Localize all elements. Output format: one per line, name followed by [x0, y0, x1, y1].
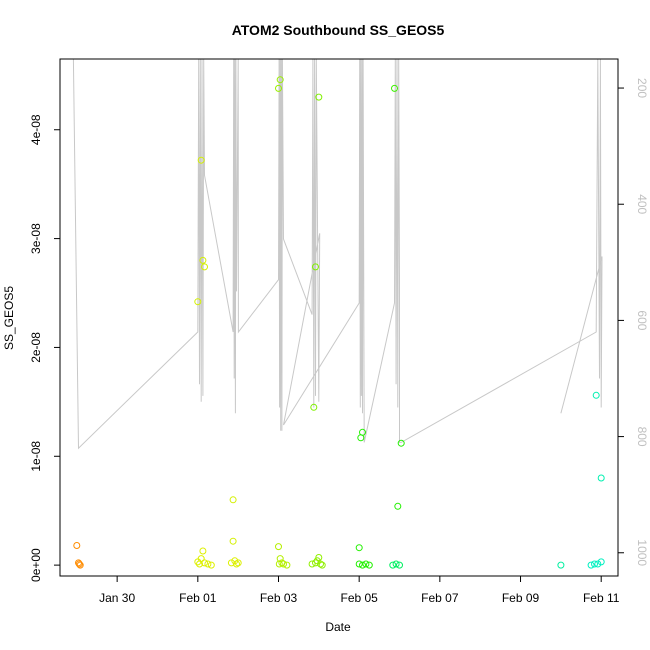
data-point — [201, 559, 208, 567]
data-point — [318, 561, 326, 569]
y-axis-left: 0e+00 1e-08 2e-08 3e-08 4e-08 — [29, 114, 60, 582]
data-point — [275, 543, 282, 551]
y-tick-label: 0e+00 — [29, 548, 43, 582]
data-point — [312, 559, 319, 567]
data-points-group — [73, 76, 605, 569]
data-point — [76, 561, 84, 569]
data-point — [204, 560, 212, 568]
plot-frame — [59, 58, 619, 577]
data-point — [355, 544, 363, 552]
data-point — [73, 542, 81, 549]
data-point — [283, 561, 291, 569]
data-point — [312, 263, 319, 271]
y-tick-label: 2e-08 — [29, 332, 43, 363]
data-point — [396, 561, 403, 569]
data-point — [397, 439, 405, 447]
x-axis-label: Date — [325, 620, 351, 634]
data-point — [389, 561, 397, 569]
data-point — [362, 560, 370, 568]
x-tick-label: Feb 01 — [179, 591, 217, 605]
data-point — [75, 560, 83, 568]
y2-tick-label: 200 — [635, 78, 649, 98]
data-point — [315, 93, 323, 101]
data-point — [392, 560, 400, 568]
y2-tick-label: 1000 — [635, 539, 649, 566]
data-point — [594, 560, 602, 568]
data-point — [394, 502, 402, 510]
data-point — [587, 561, 595, 569]
x-tick-label: Feb 11 — [583, 591, 620, 605]
y-axis-right: 200 400 600 800 1000 — [618, 78, 649, 566]
data-point — [591, 560, 598, 568]
data-point — [276, 76, 284, 84]
data-point — [197, 555, 205, 563]
data-point — [199, 547, 207, 555]
data-point — [199, 256, 207, 264]
data-point — [275, 560, 283, 568]
altitude-trace-group — [72, 58, 603, 450]
data-point — [227, 559, 235, 567]
data-point — [308, 560, 316, 568]
x-axis: Jan 30 Feb 01 Feb 03 Feb 05 Feb 07 Feb 09 Feb … — [99, 576, 620, 605]
y2-tick-label: 600 — [635, 310, 649, 330]
chart-title: ATOM2 Southbound SS_GEOS5 — [232, 22, 445, 38]
data-point — [391, 84, 398, 92]
data-point — [365, 561, 373, 569]
data-point — [75, 559, 82, 567]
y-tick-label: 1e-08 — [29, 441, 43, 472]
data-point — [597, 474, 605, 482]
data-point — [557, 561, 565, 569]
y-axis-label: SS_GEOS5 — [2, 286, 16, 350]
data-point — [592, 391, 600, 399]
data-point — [201, 263, 208, 271]
y-tick-label: 4e-08 — [29, 114, 43, 145]
data-point — [315, 554, 323, 561]
x-tick-label: Feb 03 — [260, 591, 298, 605]
data-point — [197, 156, 205, 164]
x-tick-label: Feb 09 — [502, 591, 540, 605]
data-point — [355, 560, 363, 568]
data-point — [359, 428, 366, 436]
data-point — [597, 558, 605, 566]
data-point — [359, 561, 366, 569]
data-point — [317, 560, 324, 568]
data-point — [229, 537, 237, 545]
x-tick-label: Feb 05 — [340, 591, 378, 605]
y-tick-label: 3e-08 — [29, 223, 43, 254]
data-point — [233, 560, 240, 568]
data-point — [229, 496, 237, 504]
data-point — [275, 84, 282, 92]
y2-tick-label: 400 — [635, 194, 649, 214]
data-point — [310, 403, 318, 411]
altitude-trace-line — [72, 58, 603, 450]
data-point — [207, 561, 215, 569]
data-point — [280, 560, 287, 568]
y2-tick-label: 800 — [635, 427, 649, 447]
x-tick-label: Feb 07 — [421, 591, 459, 605]
data-point — [194, 298, 202, 306]
x-tick-label: Jan 30 — [99, 591, 135, 605]
data-point — [234, 559, 242, 567]
